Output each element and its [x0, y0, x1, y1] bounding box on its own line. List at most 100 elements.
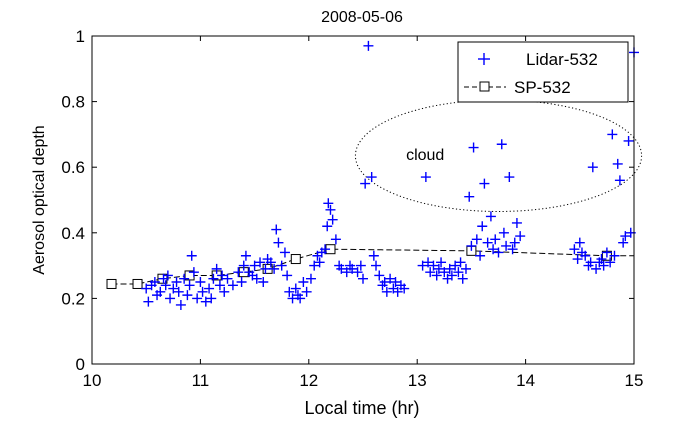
- lidar-532-point: [184, 280, 195, 291]
- lidar-532-point: [496, 139, 507, 150]
- legend-lidar-marker: [478, 53, 490, 65]
- lidar-532-point: [381, 286, 392, 297]
- x-tick-label: 11: [192, 371, 210, 390]
- lidar-532-point: [498, 227, 509, 238]
- lidar-532-point: [233, 267, 244, 278]
- lidar-532-point: [511, 217, 522, 228]
- lidar-532-point: [251, 273, 262, 284]
- lidar-532-point: [468, 142, 479, 153]
- cloud-annotation: cloud: [406, 147, 444, 164]
- lidar-532-point: [305, 273, 316, 284]
- lidar-532-point: [423, 257, 434, 268]
- lidar-532-point: [450, 260, 461, 271]
- lidar-532-point: [509, 237, 520, 248]
- lidar-532-point: [219, 286, 230, 297]
- lidar-532-point: [587, 162, 598, 173]
- cloud-region: [354, 99, 643, 212]
- lidar-532-point: [515, 231, 526, 242]
- lidar-532-point: [379, 277, 390, 287]
- lidar-532-point: [501, 240, 512, 251]
- lidar-532-point: [574, 237, 585, 248]
- lidar-532-point: [609, 250, 620, 261]
- lidar-532-point: [358, 273, 368, 284]
- y-tick-label: 1: [76, 27, 85, 46]
- lidar-532-point: [569, 244, 580, 255]
- legend-box: [457, 41, 629, 103]
- y-tick-label: 0.6: [61, 158, 85, 177]
- lidar-532-point: [439, 267, 450, 278]
- lidar-532-point: [591, 263, 602, 274]
- lidar-532-point: [341, 267, 352, 278]
- lidar-532-point: [475, 250, 486, 261]
- lidar-532-point: [197, 286, 208, 297]
- y-axis-label: Aerosol optical depth: [31, 125, 48, 274]
- lidar-532-point: [175, 299, 186, 310]
- lidar-532-point: [580, 250, 591, 261]
- lidar-532-point: [182, 290, 193, 301]
- x-tick-label: 10: [83, 371, 102, 390]
- lidar-532-point: [355, 260, 366, 271]
- lidar-532-point: [162, 270, 173, 281]
- lidar-532-point: [260, 263, 271, 274]
- lidar-532-point: [160, 280, 171, 291]
- lidar-532-point: [322, 221, 333, 232]
- y-tick-label: 0.8: [61, 93, 85, 112]
- series-lidar-532: [141, 40, 639, 310]
- legend: Lidar-532 SP-532: [457, 41, 629, 103]
- x-tick-label: 15: [625, 371, 644, 390]
- lidar-532-point: [143, 296, 154, 307]
- lidar-532-point: [330, 234, 341, 245]
- axis-ticks: 10 11 12 13 14 15 0 0.2 0.4 0.6 0.8 1: [61, 27, 643, 390]
- lidar-532-point: [598, 260, 609, 271]
- lidar-532-point: [192, 293, 203, 304]
- lidar-532-point: [188, 267, 199, 278]
- lidar-532-point: [460, 263, 471, 274]
- lidar-532-point: [320, 244, 331, 255]
- lidar-532-point: [173, 286, 184, 297]
- lidar-532-point: [282, 270, 293, 281]
- lidar-532-point: [168, 283, 179, 294]
- lidar-532-point: [352, 267, 363, 278]
- lidar-532-point: [366, 172, 377, 183]
- legend-lidar-label: Lidar-532: [526, 50, 598, 69]
- lidar-532-point: [309, 260, 320, 271]
- lidar-532-point: [179, 273, 190, 284]
- lidar-532-point: [276, 260, 287, 271]
- lidar-532-point: [417, 260, 428, 271]
- lidar-532-point: [314, 257, 325, 268]
- lidar-532-point: [325, 204, 336, 215]
- lidar-532-point: [620, 231, 631, 242]
- lidar-532-point: [298, 277, 309, 287]
- lidar-532-point: [444, 263, 455, 274]
- sp-532-point: [290, 254, 301, 265]
- lidar-532-point: [165, 293, 176, 304]
- legend-sp-marker: [464, 81, 506, 92]
- lidar-532-point: [436, 257, 447, 268]
- lidar-532-point: [265, 257, 276, 268]
- lidar-532-point: [612, 158, 623, 169]
- lidar-532-point: [623, 135, 634, 146]
- lidar-532-point: [368, 250, 379, 261]
- lidar-532-point: [477, 221, 488, 232]
- lidar-532-point: [485, 211, 496, 222]
- lidar-532-point: [236, 277, 247, 287]
- lidar-532-point: [155, 286, 166, 297]
- series-sp-532: [106, 244, 634, 289]
- lidar-532-point: [455, 257, 466, 268]
- lidar-532-point: [371, 260, 382, 271]
- lidar-532-point: [385, 273, 396, 284]
- lidar-532-point: [363, 40, 374, 51]
- sp-532-point: [106, 278, 117, 289]
- legend-sp-label: SP-532: [514, 78, 571, 97]
- lidar-532-point: [572, 254, 583, 265]
- chart-title: 2008-05-06: [321, 9, 403, 26]
- lidar-532-point: [200, 296, 211, 307]
- x-tick-label: 14: [516, 371, 535, 390]
- y-tick-label: 0: [76, 355, 85, 374]
- lidar-532-point: [374, 270, 385, 281]
- lidar-532-point: [507, 244, 518, 255]
- plot-frame: [91, 35, 635, 365]
- lidar-532-point: [420, 172, 431, 183]
- x-tick-label: 12: [299, 371, 318, 390]
